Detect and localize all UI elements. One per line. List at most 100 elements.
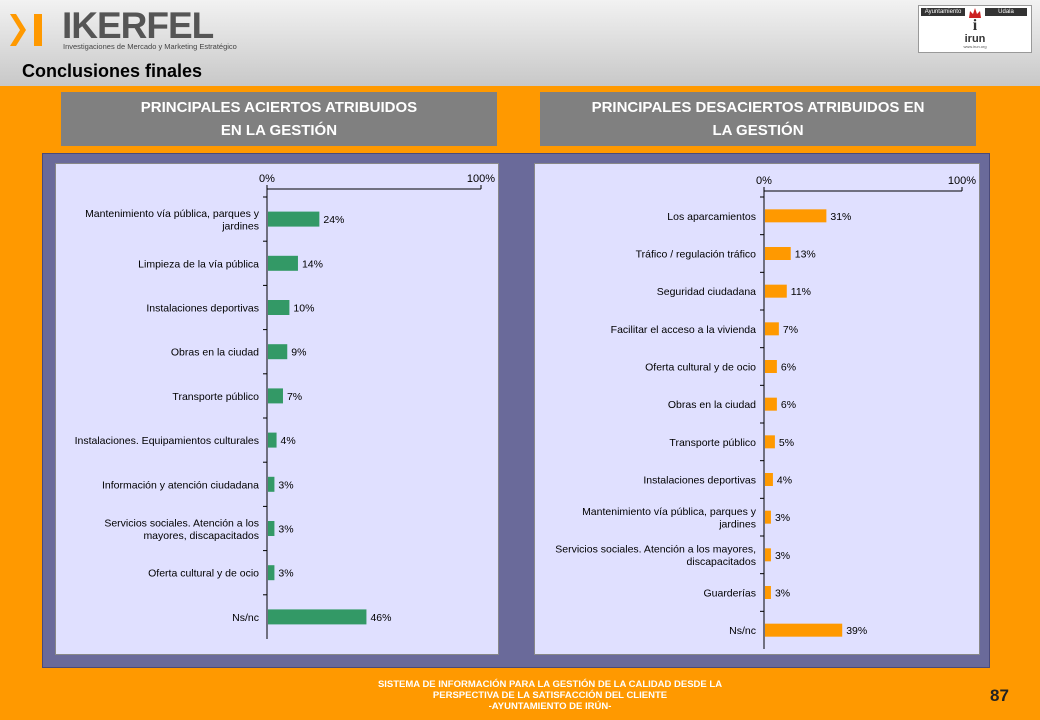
- aciertos-category-label: Transporte público: [172, 391, 259, 403]
- desaciertos-bar: [765, 397, 777, 411]
- aciertos-category-label: Instalaciones deportivas: [146, 303, 259, 315]
- aciertos-value-label: 4%: [281, 435, 296, 447]
- desaciertos-bar: [765, 435, 775, 449]
- desaciertos-chart: 0% 100% 31% Los aparcamientos 13% Tráfico / r…: [555, 175, 976, 649]
- desaciertos-category-label: Transporte público: [669, 437, 756, 449]
- desaciertos-category-label: Servicios sociales. Atención a los mayor…: [555, 544, 756, 556]
- aciertos-value-label: 14%: [302, 258, 323, 270]
- aciertos-bar: [268, 255, 298, 271]
- desaciertos-category-label: Facilitar el acceso a la vivienda: [611, 324, 756, 336]
- desaciertos-category-label: Los aparcamientos: [667, 211, 756, 223]
- aciertos-value-label: 3%: [278, 479, 293, 491]
- desaciertos-value-label: 3%: [775, 512, 790, 524]
- desaciertos-value-label: 3%: [775, 550, 790, 562]
- crown-icon: [969, 8, 981, 18]
- desaciertos-value-label: 11%: [791, 286, 811, 298]
- right-chart-panel: 0% 100% 31% Los aparcamientos 13% Tráfico / r…: [534, 163, 980, 655]
- partner-url: www.irun.org: [963, 44, 987, 49]
- desaciertos-bar: [765, 284, 787, 298]
- aciertos-bar: [268, 211, 320, 227]
- partner-right-label: Udala: [985, 8, 1027, 16]
- desaciertos-category-label: Mantenimiento vía pública, parques y: [582, 506, 757, 518]
- desaciertos-category-label: Oferta cultural y de ocio: [645, 362, 756, 374]
- aciertos-category-label: Oferta cultural y de ocio: [148, 568, 259, 580]
- aciertos-value-label: 24%: [323, 214, 344, 226]
- left-section-title: PRINCIPALES ACIERTOS ATRIBUIDOS EN LA GE…: [61, 92, 497, 146]
- irun-logo: Ayuntamiento Udala i irun www.irun.org: [918, 5, 1032, 53]
- brand-name: IKERFEL: [62, 5, 214, 46]
- right-title-line-1: PRINCIPALES DESACIERTOS ATRIBUIDOS EN: [591, 99, 925, 116]
- aciertos-value-label: 46%: [370, 612, 391, 624]
- left-title-line-2: EN LA GESTIÓN: [220, 122, 338, 139]
- aciertos-value-label: 3%: [278, 568, 293, 580]
- aciertos-axis-max-label: 100%: [467, 173, 495, 185]
- desaciertos-value-label: 5%: [779, 437, 794, 449]
- footer-line-1: SISTEMA DE INFORMACIÓN PARA LA GESTIÓN D…: [377, 679, 723, 690]
- footer-text: SISTEMA DE INFORMACIÓN PARA LA GESTIÓN D…: [250, 679, 850, 712]
- desaciertos-axis-max-label: 100%: [948, 175, 976, 187]
- aciertos-category-label: Mantenimiento vía pública, parques y: [85, 208, 260, 220]
- desaciertos-category-label: Seguridad ciudadana: [657, 286, 756, 298]
- partner-name: irun: [964, 33, 986, 45]
- aciertos-chart: 0% 100% 24% Mantenimiento vía pública, parq…: [75, 173, 495, 639]
- aciertos-category-label: Obras en la ciudad: [171, 347, 259, 359]
- desaciertos-bar: [765, 209, 827, 223]
- ikerfel-logo-icon: [10, 14, 42, 46]
- aciertos-value-label: 9%: [291, 347, 306, 359]
- page-number: 87: [990, 686, 1009, 705]
- aciertos-category-label: Ns/nc: [232, 612, 259, 624]
- footer-line-3: -AYUNTAMIENTO DE IRÚN-: [488, 701, 612, 712]
- aciertos-bar: [268, 521, 275, 536]
- desaciertos-bar: [765, 473, 773, 486]
- desaciertos-value-label: 39%: [846, 625, 867, 637]
- aciertos-category-label: Limpieza de la vía pública: [138, 258, 259, 270]
- aciertos-category-label: mayores, discapacitados: [143, 530, 259, 542]
- desaciertos-bar: [765, 360, 777, 373]
- desaciertos-bar: [765, 586, 771, 599]
- desaciertos-category-label: Obras en la ciudad: [668, 399, 756, 411]
- desaciertos-bar: [765, 510, 771, 524]
- desaciertos-category-label: discapacitados: [687, 556, 756, 568]
- desaciertos-category-label: Instalaciones deportivas: [643, 475, 756, 487]
- aciertos-category-label: Servicios sociales. Atención a los: [104, 517, 259, 529]
- desaciertos-value-label: 7%: [783, 324, 798, 336]
- desaciertos-bar: [765, 548, 771, 562]
- desaciertos-value-label: 13%: [795, 249, 816, 261]
- desaciertos-value-label: 3%: [775, 588, 790, 600]
- page-title: Conclusiones finales: [22, 61, 203, 81]
- desaciertos-category-label: Tráfico / regulación tráfico: [636, 249, 757, 261]
- desaciertos-value-label: 31%: [830, 211, 851, 223]
- aciertos-bar: [268, 388, 283, 404]
- right-section-title: PRINCIPALES DESACIERTOS ATRIBUIDOS EN LA…: [540, 92, 976, 146]
- desaciertos-value-label: 6%: [781, 399, 796, 411]
- partner-left-label: Ayuntamiento: [921, 8, 965, 16]
- desaciertos-axis-min-label: 0%: [756, 175, 772, 187]
- desaciertos-category-label: Guarderías: [703, 588, 756, 600]
- right-title-line-2: LA GESTIÓN: [712, 122, 804, 139]
- footer-line-2: PERSPECTIVA DE LA SATISFACCIÓN DEL CLIEN…: [432, 690, 668, 701]
- left-chart-panel: 0% 100% 24% Mantenimiento vía pública, parq…: [55, 163, 499, 655]
- aciertos-bar: [268, 565, 275, 581]
- header: IKERFEL Investigaciones de Mercado y Mar…: [0, 0, 1040, 86]
- desaciertos-value-label: 6%: [781, 362, 796, 374]
- desaciertos-bar: [765, 247, 791, 260]
- aciertos-category-label: jardines: [221, 220, 259, 232]
- aciertos-bar: [268, 432, 277, 448]
- desaciertos-bar: [765, 322, 779, 336]
- partner-i-mark: i: [972, 17, 978, 34]
- left-title-line-1: PRINCIPALES ACIERTOS ATRIBUIDOS: [140, 99, 418, 116]
- aciertos-category-label: Instalaciones. Equipamientos culturales: [75, 435, 259, 447]
- desaciertos-category-label: jardines: [718, 518, 756, 530]
- aciertos-bar: [268, 344, 288, 360]
- desaciertos-category-label: Ns/nc: [729, 625, 756, 637]
- aciertos-category-label: Información y atención ciudadana: [102, 479, 259, 491]
- brand-tagline: Investigaciones de Mercado y Marketing E…: [63, 42, 237, 51]
- aciertos-axis-min-label: 0%: [259, 173, 275, 185]
- desaciertos-value-label: 4%: [777, 475, 792, 487]
- aciertos-bar: [268, 476, 275, 492]
- aciertos-value-label: 3%: [278, 524, 293, 536]
- aciertos-bar: [268, 609, 367, 625]
- aciertos-bar: [268, 300, 290, 315]
- aciertos-value-label: 10%: [293, 303, 314, 315]
- desaciertos-bar: [765, 623, 843, 637]
